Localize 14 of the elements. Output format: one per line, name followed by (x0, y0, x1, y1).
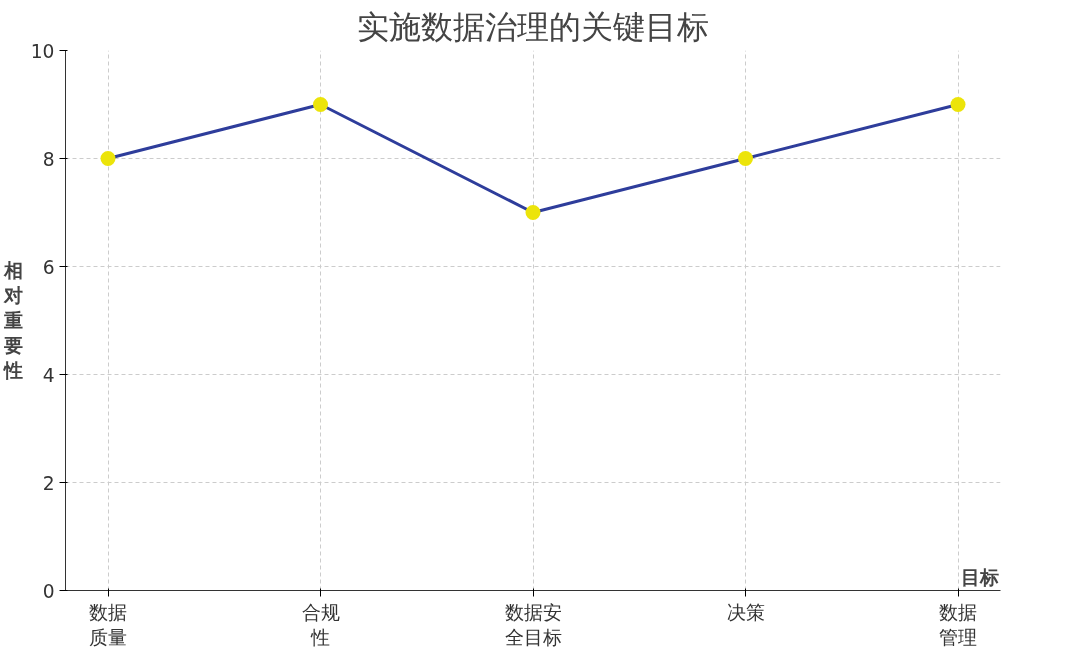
x-tick-label: 合规性 (301, 601, 340, 648)
y-tick-label: 10 (30, 40, 55, 62)
y-tick-label: 0 (42, 580, 55, 602)
x-tick-label: 数据管理 (939, 601, 977, 648)
y-tick-label: 6 (42, 256, 55, 278)
y-axis-title: 相对重要性 (2, 259, 23, 382)
y-tick-label: 2 (42, 472, 55, 494)
x-tick-label: 决策 (726, 601, 765, 623)
x-tick-label: 数据安全目标 (504, 601, 562, 648)
y-tick-label: 4 (42, 364, 55, 386)
x-tick-label: 数据质量 (89, 601, 127, 648)
y-tick-label: 8 (42, 148, 55, 170)
chart-title: 实施数据治理的关键目标 (357, 7, 709, 46)
x-axis-title: 目标 (960, 566, 999, 588)
